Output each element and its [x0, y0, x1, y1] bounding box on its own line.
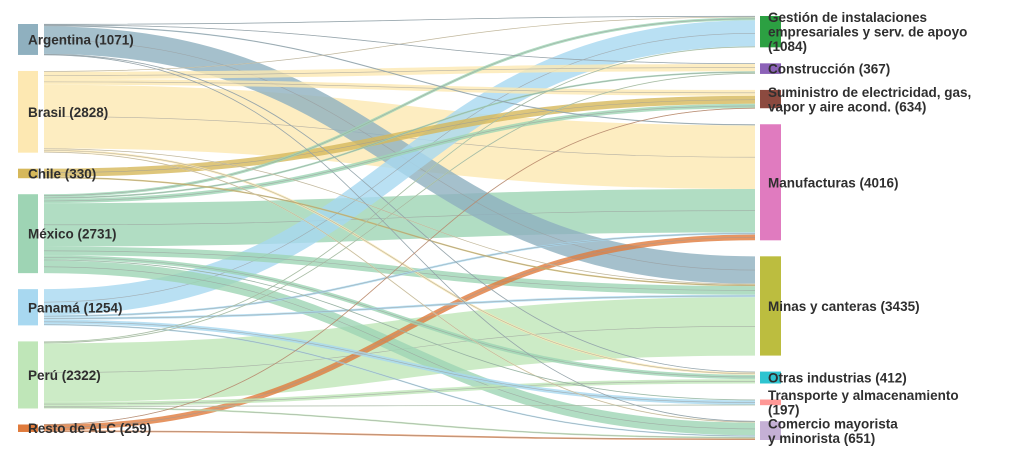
- source-label-peru: Perú (2322): [28, 368, 101, 383]
- links-layer: [43, 15, 756, 441]
- link-edge-line: [43, 321, 756, 403]
- link-edge-line: [43, 407, 756, 438]
- link-edge-line: [43, 99, 756, 174]
- target-label-gestion-de-instalaciones-empresariales-y-serv-de-apoyo: Gestión de instalaciones empresariales y …: [768, 10, 967, 54]
- target-node-otras-industrias[interactable]: [760, 371, 781, 384]
- link-edge-line: [43, 54, 756, 422]
- nodes-layer: [18, 16, 781, 441]
- link-edge-line: [43, 259, 756, 401]
- source-label-brasil: Brasil (2828): [28, 105, 108, 120]
- target-label-construccion: Construcción (367): [768, 62, 890, 77]
- source-node-chile[interactable]: [18, 168, 38, 179]
- target-label-otras-industrias: Otras industrias (412): [768, 371, 907, 386]
- link-edge-line: [43, 430, 756, 440]
- target-label-line: y minorista (651): [768, 431, 875, 446]
- target-label-line: (1084): [768, 39, 807, 54]
- link-edge-line: [43, 381, 756, 405]
- target-label-comercio-mayorista-y-minorista: Comercio mayorista y minorista (651): [768, 416, 898, 446]
- link-edge-line: [43, 250, 756, 291]
- target-node-construccion[interactable]: [760, 63, 781, 74]
- source-label-mexico: México (2731): [28, 227, 117, 242]
- link-edge-line: [43, 46, 756, 343]
- labels-layer: Argentina (1071) Brasil (2828) Chile (330)…: [28, 10, 971, 446]
- target-label-line: Transporte y almacenamiento: [768, 388, 959, 403]
- link-edge-line: [43, 105, 756, 202]
- target-label-line: Manufacturas (4016): [768, 175, 899, 190]
- source-node-mexico[interactable]: [18, 194, 38, 274]
- target-label-transporte-y-almacenamiento: Transporte y almacenamiento (197): [768, 388, 959, 418]
- link-edge-line: [43, 266, 756, 430]
- link-edge-line: [43, 25, 756, 126]
- target-label-line: Suministro de electricidad, gas,: [768, 85, 971, 100]
- link-edge-line: [43, 16, 756, 25]
- link-edge-line: [43, 150, 756, 374]
- source-node-panama[interactable]: [18, 289, 38, 326]
- target-node-gestion-de-instalaciones-empresariales-y-serv-de-apoyo[interactable]: [760, 16, 781, 48]
- target-node-transporte-y-almacenamiento[interactable]: [760, 399, 781, 406]
- link-edge-line: [43, 237, 756, 428]
- link-edge-line: [43, 18, 756, 196]
- link-edge-line: [43, 24, 756, 64]
- target-node-comercio-mayorista-y-minorista[interactable]: [760, 421, 781, 441]
- source-node-argentina[interactable]: [18, 24, 38, 55]
- source-node-brasil[interactable]: [18, 70, 38, 153]
- source-label-resto-de-alc: Resto de ALC (259): [28, 421, 151, 436]
- link-edge-line: [43, 233, 756, 317]
- target-label-line: Otras industrias (412): [768, 371, 907, 386]
- source-label-argentina: Argentina (1071): [28, 32, 134, 47]
- target-label-line: Minas y canteras (3435): [768, 299, 920, 314]
- link-edge-line: [43, 404, 756, 407]
- link-edge-line: [43, 71, 756, 199]
- target-label-line: empresariales y serv. de apoyo: [768, 25, 967, 40]
- target-label-line: Comercio mayorista: [768, 416, 898, 431]
- source-node-peru[interactable]: [18, 341, 38, 409]
- target-label-manufacturas: Manufacturas (4016): [768, 175, 899, 190]
- link-edge-line: [43, 53, 756, 373]
- source-label-panama: Panamá (1254): [28, 300, 123, 315]
- source-node-resto-de-alc[interactable]: [18, 424, 38, 432]
- target-node-minas-y-canteras[interactable]: [760, 256, 781, 356]
- target-label-minas-y-canteras: Minas y canteras (3435): [768, 299, 920, 314]
- link-edge-line: [43, 210, 756, 226]
- link-edge-line: [43, 81, 756, 94]
- link-edge-line: [43, 107, 756, 425]
- target-label-line: Gestión de instalaciones: [768, 10, 927, 25]
- link-edge-line: [43, 33, 756, 303]
- target-label-suministro-de-electricidad-gas-vapor-y-aire-acond: Suministro de electricidad, gas, vapor y …: [768, 85, 971, 115]
- link-edge-line: [43, 148, 756, 285]
- target-label-line: Construcción (367): [768, 62, 890, 77]
- link-edge-line: [43, 295, 756, 319]
- target-node-manufacturas[interactable]: [760, 124, 781, 241]
- target-label-line: vapor y aire acond. (634): [768, 99, 926, 114]
- target-node-suministro-de-electricidad-gas-vapor-y-aire-acond[interactable]: [760, 89, 781, 109]
- link-edge-line: [43, 73, 756, 344]
- link-edge-line: [43, 324, 756, 437]
- link-edge-line: [43, 257, 756, 378]
- link-edge-line: [43, 151, 756, 423]
- target-label-line: (197): [768, 403, 800, 418]
- source-label-chile: Chile (330): [28, 166, 96, 181]
- link-edge-line: [43, 177, 756, 286]
